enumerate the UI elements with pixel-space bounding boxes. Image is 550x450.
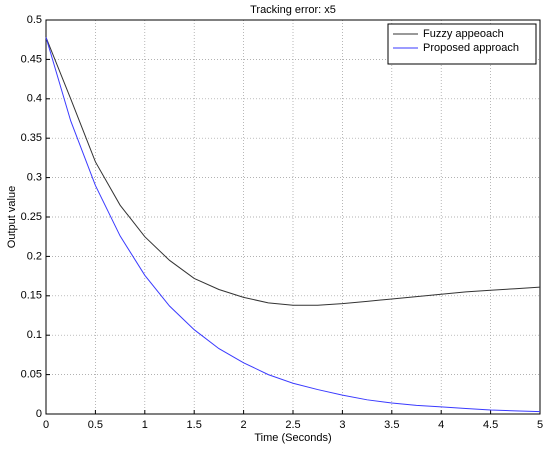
x-tick-label: 2 [241,419,247,431]
x-tick-label: 3.5 [384,419,399,431]
y-axis-label: Output value [6,186,18,248]
y-tick-label: 0 [36,408,42,420]
series-line [45,37,541,413]
x-tick-label: 1 [142,419,148,431]
y-tick-label: 0.2 [27,250,42,262]
x-axis-label: Time (Seconds) [254,432,331,444]
legend-label: Proposed approach [423,42,519,54]
x-tick-label: 0.5 [88,419,103,431]
y-tick-label: 0.25 [21,211,42,223]
legend-label: Fuzzy appeoach [423,28,504,40]
series-line [45,37,541,306]
x-tick-label: 1.5 [187,419,202,431]
x-tick-label: 0 [43,419,49,431]
chart-title: Tracking error: x5 [250,4,336,16]
x-tick-label: 3 [339,419,345,431]
x-tick-label: 5 [537,419,543,431]
y-tick-label: 0.3 [27,172,42,184]
legend-box [387,23,537,65]
x-tick-label: 4.5 [483,419,498,431]
x-tick-label: 2.5 [285,419,300,431]
y-tick-label: 0.15 [21,290,42,302]
y-tick-label: 0.35 [21,132,42,144]
y-tick-label: 0.4 [27,93,42,105]
plot-frame [45,19,541,415]
y-tick-label: 0.1 [27,329,42,341]
x-tick-label: 4 [438,419,444,431]
y-tick-label: 0.5 [27,14,42,26]
y-tick-label: 0.45 [21,53,42,65]
y-tick-label: 0.05 [21,369,42,381]
